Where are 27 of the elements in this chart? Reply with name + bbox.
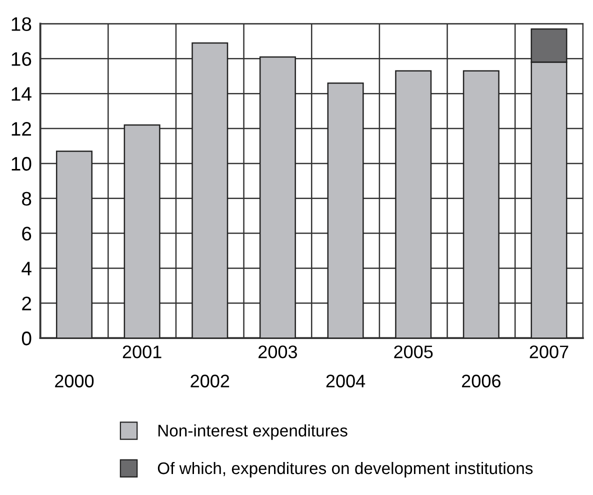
y-tick-label: 4	[22, 262, 32, 276]
bar	[124, 124, 160, 338]
bar	[327, 82, 364, 338]
y-tick-label: 12	[12, 122, 32, 136]
x-tick-label: 2002	[190, 374, 230, 388]
bar	[395, 70, 432, 338]
y-tick-label: 18	[12, 17, 32, 31]
x-tick-label: 2006	[462, 374, 500, 388]
bar	[56, 150, 92, 338]
bar	[259, 56, 296, 338]
legend-label: Non-interest expenditures	[158, 424, 348, 440]
x-tick-label: 2003	[258, 346, 297, 358]
y-tick-label: 0	[22, 332, 32, 346]
legend-label: Of which, expenditures on development institutions	[158, 462, 533, 478]
y-tick-label: 10	[12, 156, 32, 171]
y-tick-label: 2	[22, 296, 32, 310]
x-tick-label: 2005	[394, 346, 433, 358]
x-tick-label: 2001	[122, 346, 162, 358]
bar	[192, 42, 228, 338]
y-tick-label: 16	[12, 52, 32, 66]
x-tick-label: 2004	[326, 374, 366, 388]
x-tick-label: 2007	[530, 346, 568, 358]
x-tick-label: 2000	[55, 374, 94, 388]
y-tick-label: 6	[22, 226, 32, 241]
y-tick-label: 14	[12, 87, 32, 101]
y-tick-label: 8	[22, 192, 32, 206]
bar	[462, 70, 500, 338]
